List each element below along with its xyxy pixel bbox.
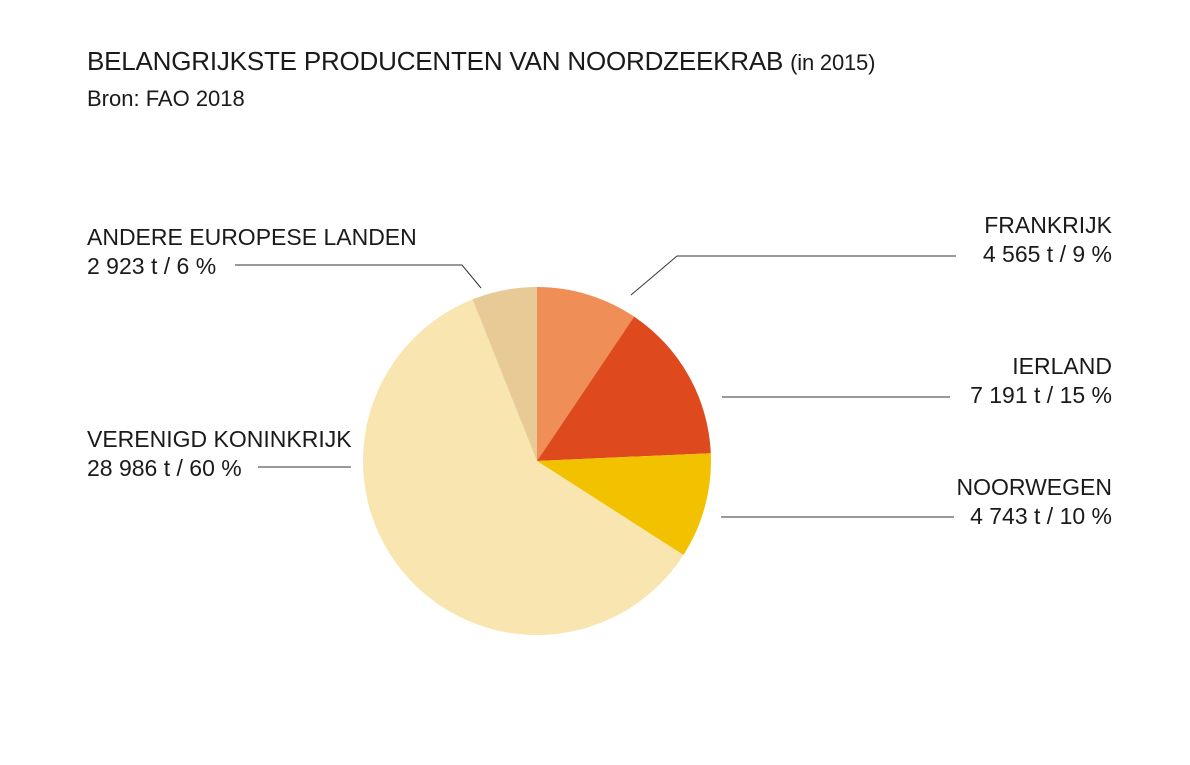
pie-slice-ierland [537, 316, 711, 461]
pie-slice-andere-europese-landen [472, 287, 537, 461]
slice-value-andere-europese-landen: 2 923 t / 6 % [87, 253, 216, 279]
slice-value-frankrijk: 4 565 t / 9 % [983, 241, 1112, 267]
chart-title-year: (in 2015) [790, 50, 876, 75]
leader-line-frankrijk [630, 255, 956, 296]
slice-value-ierland: 7 191 t / 15 % [970, 382, 1112, 408]
leader-line-andere-europese-landen [235, 264, 482, 289]
slice-labels: FRANKRIJK 4 565 t / 9 % IERLAND 7 191 t / 1… [87, 212, 1113, 529]
chart-source: Bron: FAO 2018 [87, 86, 245, 111]
slice-label-frankrijk: FRANKRIJK [984, 212, 1112, 238]
chart-title-text: BELANGRIJKSTE PRODUCENTEN VAN NOORDZEEKR… [87, 46, 784, 76]
pie-slice-noorwegen [537, 453, 711, 555]
slice-label-andere-europese-landen: ANDERE EUROPESE LANDEN [87, 224, 417, 250]
pie-slices [362, 287, 711, 635]
pie-slice-frankrijk [537, 287, 635, 461]
leader-lines [235, 255, 956, 518]
chart-title: BELANGRIJKSTE PRODUCENTEN VAN NOORDZEEKR… [87, 46, 875, 77]
slice-value-noorwegen: 4 743 t / 10 % [970, 503, 1112, 529]
slice-label-verenigd-koninkrijk: VERENIGD KONINKRIJK [87, 426, 352, 452]
slice-label-ierland: IERLAND [1012, 353, 1112, 379]
slice-label-noorwegen: NOORWEGEN [957, 474, 1112, 500]
slice-value-verenigd-koninkrijk: 28 986 t / 60 % [87, 455, 242, 481]
pie-slice-verenigd-koninkrijk [362, 299, 684, 635]
